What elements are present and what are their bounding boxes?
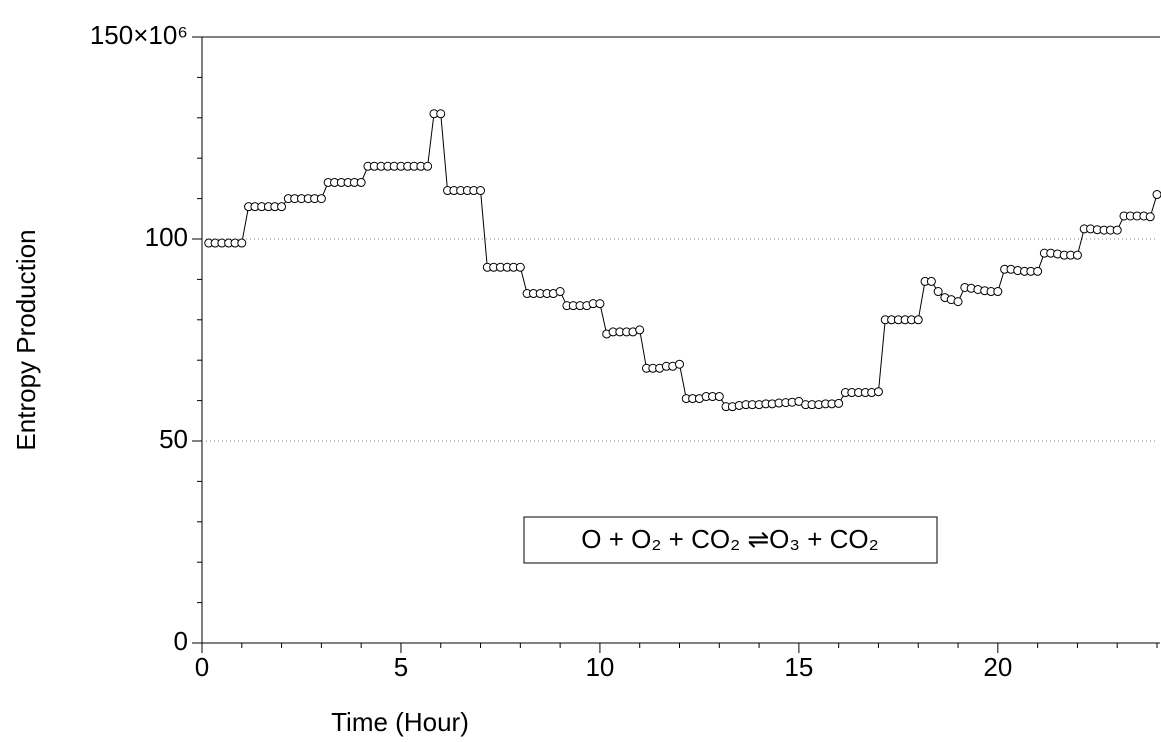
x-tick-label: 0 [195,652,209,682]
data-point [953,297,963,307]
data-point [423,161,433,171]
data-point [1072,250,1082,260]
annotation: O + O₂ + CO₂ ⇌O₃ + CO₂ [581,524,878,554]
data-point [316,194,326,204]
x-tick-label: 5 [394,652,408,682]
data-point [1033,266,1043,276]
data-point [993,287,1003,297]
y-tick-label: 100 [145,222,188,252]
data-point [595,299,605,309]
data-point [873,387,883,397]
x-tick-label: 10 [585,652,614,682]
data-point [1145,212,1155,222]
data-point [555,287,565,297]
data-point [237,238,247,248]
data-point [933,287,943,297]
y-axis-label: Entropy Production [11,229,41,450]
annotation-box [523,516,938,564]
y-tick-label: 150×10⁶ [90,20,188,50]
data-point [675,359,684,369]
data-point [436,109,446,119]
x-tick-label: 15 [784,652,813,682]
data-point [356,177,366,187]
x-axis-label: Time (Hour) [331,707,469,737]
data-point [476,186,486,196]
data-point [1152,190,1161,200]
data-point [714,392,724,402]
x-tick-label: 20 [983,652,1012,682]
data-point [277,202,287,212]
data-point [515,262,525,272]
data-point [1112,225,1122,235]
data-point [834,398,844,408]
data-point [913,315,923,325]
data-point [635,325,645,335]
data-point [926,276,936,286]
y-tick-label: 50 [159,424,188,454]
y-tick-label: 0 [174,626,188,656]
